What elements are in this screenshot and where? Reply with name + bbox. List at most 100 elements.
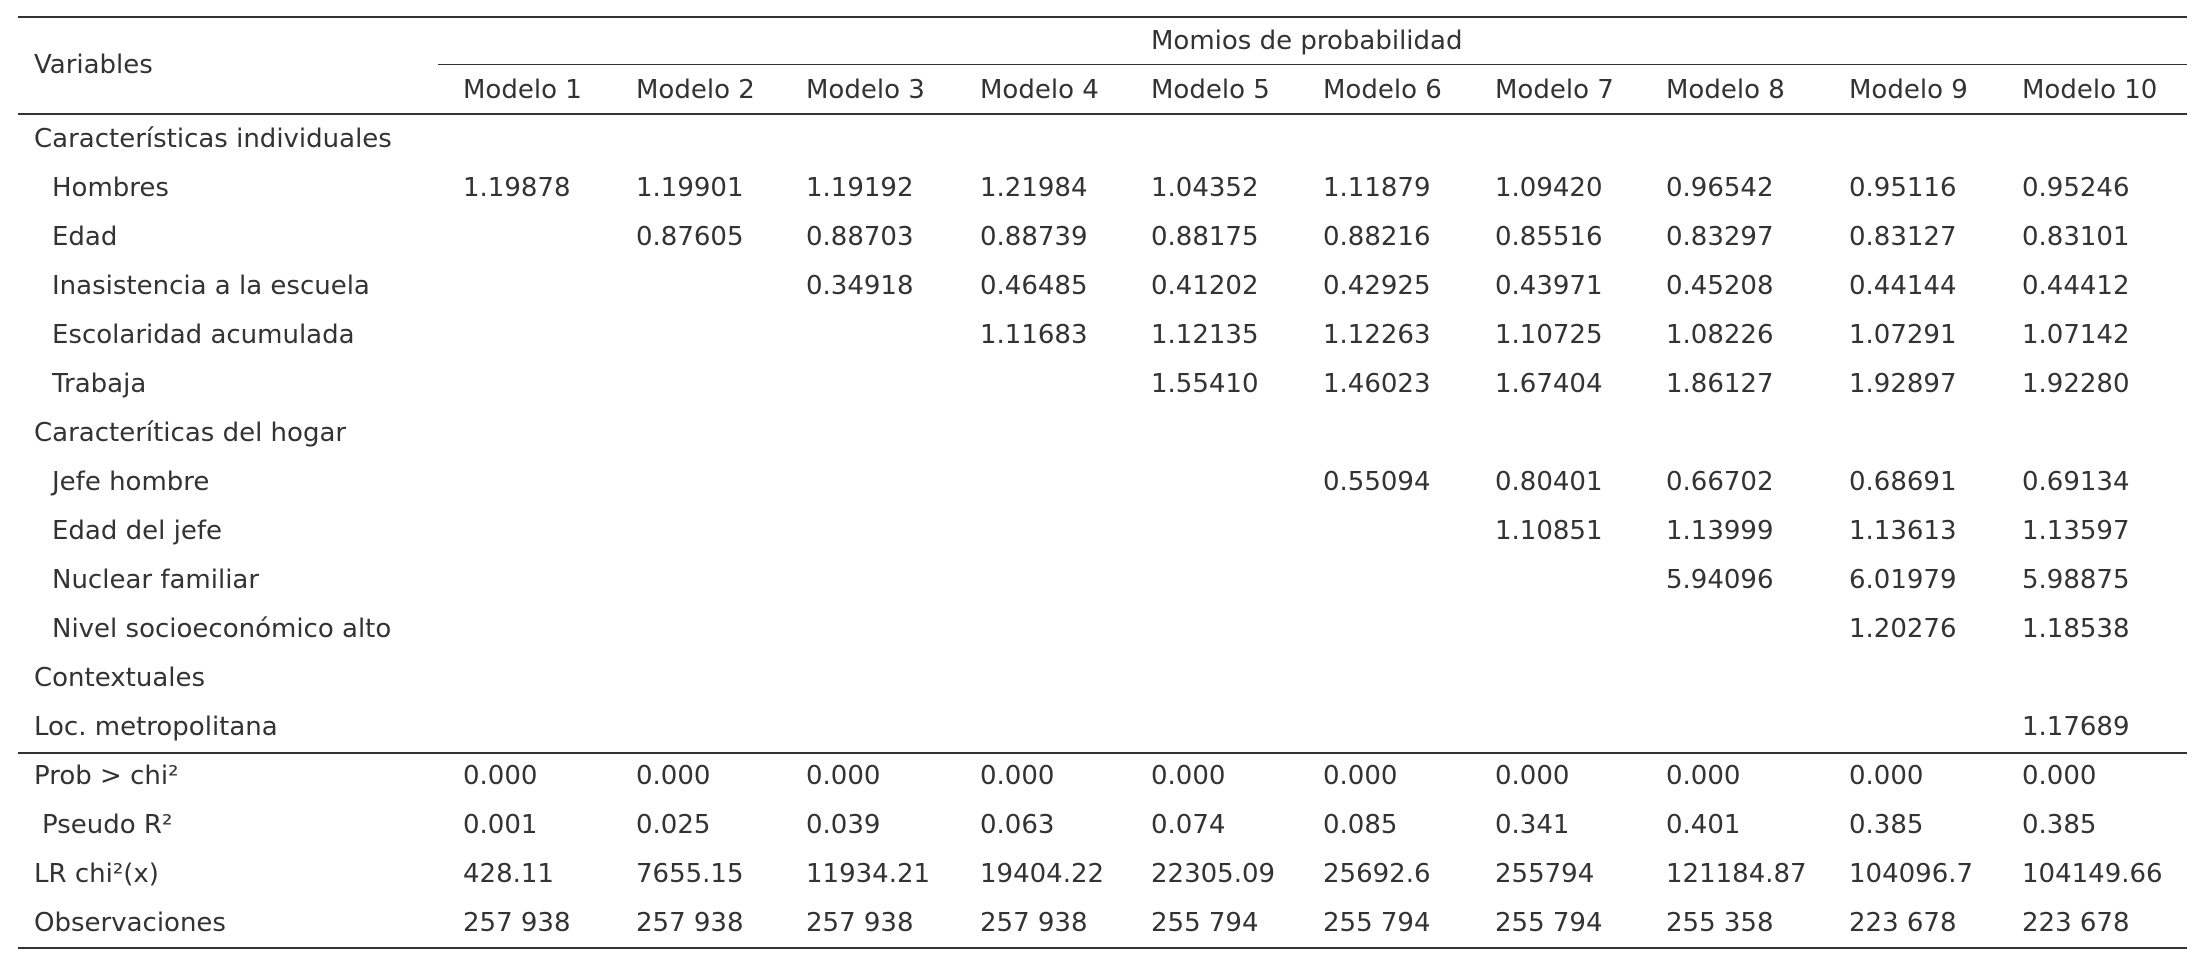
cell: 0.000 (2022, 761, 2097, 791)
cell: 0.69134 (2022, 467, 2130, 497)
cell: 0.83101 (2022, 222, 2130, 252)
column-header: Modelo 7 (1495, 75, 1614, 105)
cell: 0.401 (1666, 810, 1741, 840)
cell: 255 794 (1151, 908, 1259, 938)
cell: 0.44144 (1849, 271, 1957, 301)
cell: 1.11879 (1323, 173, 1431, 203)
cell: 0.88216 (1323, 222, 1431, 252)
row-label: Trabaja (52, 369, 147, 399)
column-header: Modelo 2 (636, 75, 755, 105)
cell: 0.85516 (1495, 222, 1603, 252)
cell: 1.21984 (980, 173, 1088, 203)
cell: 0.341 (1495, 810, 1570, 840)
column-header: Modelo 9 (1849, 75, 1968, 105)
cell: 1.04352 (1151, 173, 1259, 203)
row-label: Escolaridad acumulada (52, 320, 355, 350)
cell: 0.385 (1849, 810, 1924, 840)
cell: 6.01979 (1849, 565, 1957, 595)
top-rule (18, 16, 2187, 18)
cell: 1.17689 (2022, 712, 2130, 742)
cell: 11934.21 (806, 859, 931, 889)
cell: 223 678 (1849, 908, 1957, 938)
cell: 22305.09 (1151, 859, 1276, 889)
cell: 0.44412 (2022, 271, 2130, 301)
cell: 1.09420 (1495, 173, 1603, 203)
cell: 0.074 (1151, 810, 1226, 840)
corner-label: Variables (34, 50, 153, 80)
cell: 121184.87 (1666, 859, 1807, 889)
cell: 0.66702 (1666, 467, 1774, 497)
cell: 0.41202 (1151, 271, 1259, 301)
cell: 5.98875 (2022, 565, 2130, 595)
cell: 255 358 (1666, 908, 1774, 938)
cell: 0.42925 (1323, 271, 1431, 301)
cell: 1.20276 (1849, 614, 1957, 644)
cell: 1.18538 (2022, 614, 2130, 644)
stat-label: LR chi²(x) (34, 859, 159, 889)
cell: 0.95246 (2022, 173, 2130, 203)
cell: 0.88703 (806, 222, 914, 252)
cell: 0.085 (1323, 810, 1398, 840)
cell: 1.07142 (2022, 320, 2130, 350)
cell: 1.07291 (1849, 320, 1957, 350)
cell: 5.94096 (1666, 565, 1774, 595)
cell: 0.55094 (1323, 467, 1431, 497)
column-header: Modelo 5 (1151, 75, 1270, 105)
cell: 0.83297 (1666, 222, 1774, 252)
cell: 257 938 (980, 908, 1088, 938)
cell: 0.95116 (1849, 173, 1957, 203)
stat-label: Observaciones (34, 908, 226, 938)
cell: 0.34918 (806, 271, 914, 301)
cell: 104149.66 (2022, 859, 2163, 889)
stat-label: Pseudo R² (42, 810, 173, 840)
cell: 0.96542 (1666, 173, 1774, 203)
row-label: Inasistencia a la escuela (52, 271, 370, 301)
cell: 0.45208 (1666, 271, 1774, 301)
cell: 0.025 (636, 810, 711, 840)
cell: 1.12135 (1151, 320, 1259, 350)
stat-label: Prob > chi² (34, 761, 179, 791)
cell: 0.000 (980, 761, 1055, 791)
cell: 1.13613 (1849, 516, 1957, 546)
cell: 0.000 (1495, 761, 1570, 791)
cell: 0.000 (806, 761, 881, 791)
group-header: Momios de probabilidad (1151, 26, 1463, 56)
group-rule (438, 64, 2187, 65)
cell: 0.000 (636, 761, 711, 791)
cell: 1.19192 (806, 173, 914, 203)
section-label: Caracteríticas del hogar (34, 418, 347, 448)
column-header: Modelo 1 (463, 75, 582, 105)
cell: 0.000 (1323, 761, 1398, 791)
cell: 1.10851 (1495, 516, 1603, 546)
cell: 0.88739 (980, 222, 1088, 252)
cell: 0.87605 (636, 222, 744, 252)
cell: 1.11683 (980, 320, 1088, 350)
cell: 1.10725 (1495, 320, 1603, 350)
row-label: Jefe hombre (52, 467, 210, 497)
column-header: Modelo 6 (1323, 75, 1442, 105)
cell: 0.43971 (1495, 271, 1603, 301)
row-label: Edad del jefe (52, 516, 222, 546)
cell: 0.000 (1849, 761, 1924, 791)
cell: 255 794 (1495, 908, 1603, 938)
cell: 257 938 (806, 908, 914, 938)
cell: 0.000 (1666, 761, 1741, 791)
cell: 0.000 (463, 761, 538, 791)
section-label: Contextuales (34, 663, 206, 693)
cell: 0.80401 (1495, 467, 1603, 497)
column-header: Modelo 4 (980, 75, 1099, 105)
cell: 255794 (1495, 859, 1595, 889)
cell: 1.13597 (2022, 516, 2130, 546)
cell: 19404.22 (980, 859, 1105, 889)
section-label: Características individuales (34, 124, 392, 154)
cell: 25692.6 (1323, 859, 1431, 889)
stats-rule (18, 752, 2187, 754)
header-rule (18, 113, 2187, 115)
row-label: Hombres (52, 173, 169, 203)
cell: 1.13999 (1666, 516, 1774, 546)
cell: 223 678 (2022, 908, 2130, 938)
row-label: Edad (52, 222, 118, 252)
column-header: Modelo 10 (2022, 75, 2158, 105)
cell: 0.46485 (980, 271, 1088, 301)
